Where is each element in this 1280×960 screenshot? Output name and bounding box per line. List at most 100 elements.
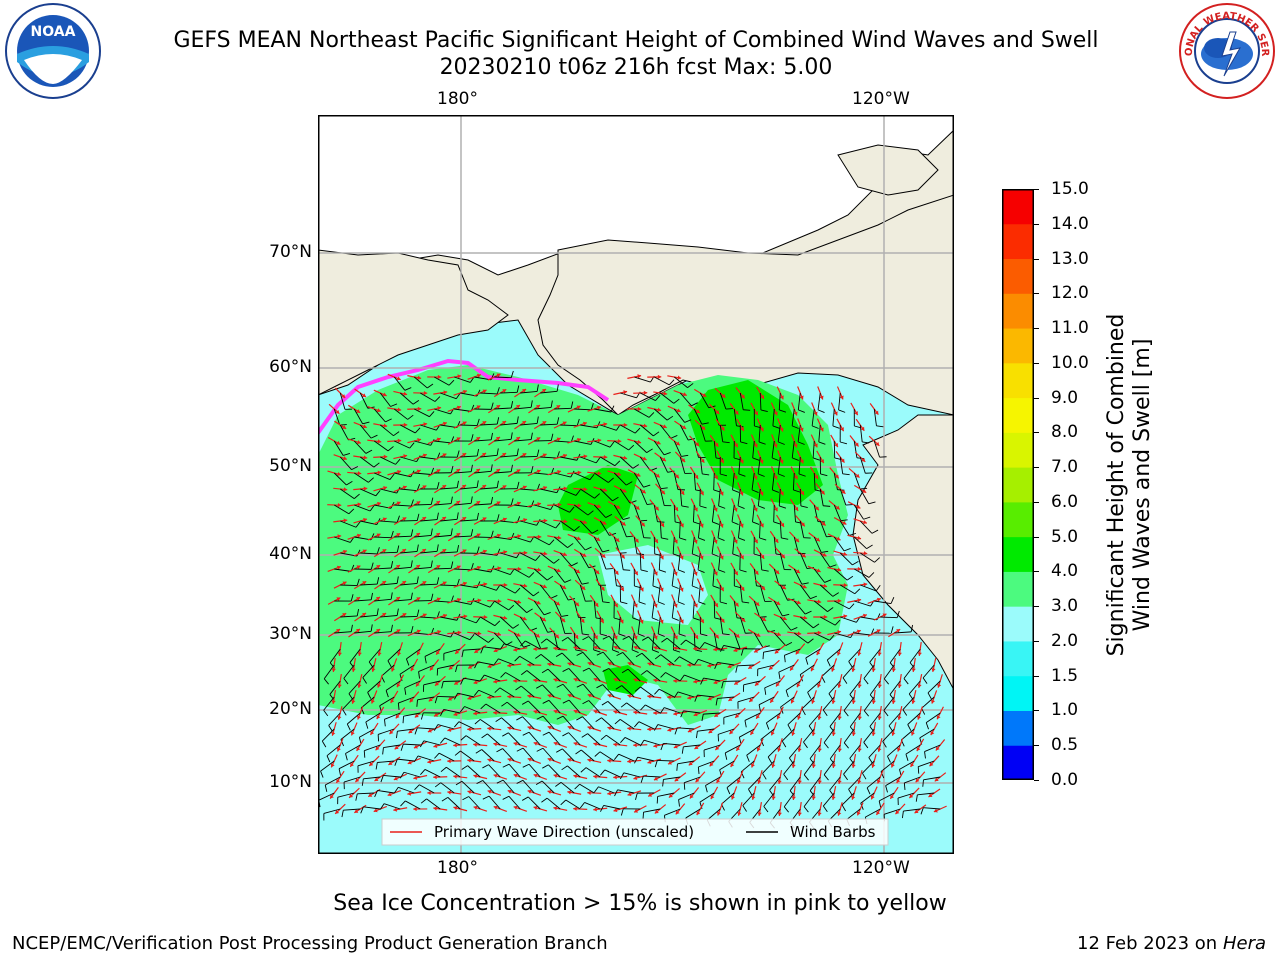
wind-barb xyxy=(457,692,475,698)
wind-barb xyxy=(849,712,861,728)
wind-barb xyxy=(848,648,861,662)
wave-direction-arrowhead xyxy=(917,715,922,720)
wind-barb xyxy=(473,632,489,643)
wave-direction-arrowhead xyxy=(397,407,402,412)
wind-barb-feather xyxy=(843,773,848,781)
wave-direction-arrowhead xyxy=(688,761,693,766)
wave-direction-arrowhead xyxy=(436,650,440,655)
wind-barb-feather xyxy=(722,441,730,444)
wind-barb xyxy=(399,664,415,675)
wind-barb xyxy=(460,519,478,522)
wind-barb-feather xyxy=(368,477,374,483)
wind-barb-feather xyxy=(778,441,785,445)
wind-barb-feather xyxy=(635,652,643,658)
wind-barb xyxy=(653,504,658,522)
wind-barb xyxy=(839,488,847,506)
wind-barb xyxy=(803,728,815,743)
wind-barb-feather xyxy=(420,712,424,720)
wind-barb xyxy=(763,648,781,653)
wind-barb-feather xyxy=(436,544,439,552)
wave-direction-arrowhead xyxy=(693,507,698,512)
wind-barb-feather xyxy=(470,434,474,442)
wind-barb xyxy=(360,696,375,709)
wind-barb xyxy=(863,696,875,712)
wave-direction-arrowhead xyxy=(682,392,687,397)
wind-barb xyxy=(733,600,738,618)
wave-direction-arrowhead xyxy=(797,748,802,752)
wind-barb xyxy=(821,664,835,677)
wave-direction-arrowhead xyxy=(342,581,347,586)
wave-direction-arrowhead xyxy=(614,603,618,608)
wave-direction-arrowhead xyxy=(476,469,481,473)
wave-direction-arrowhead xyxy=(427,728,432,733)
wave-direction-arrowhead xyxy=(777,812,782,816)
wind-barb xyxy=(519,584,534,597)
wind-barb xyxy=(740,760,755,773)
wind-barb xyxy=(393,376,406,391)
wave-direction-arrowhead xyxy=(573,806,577,811)
wave-direction-arrowhead xyxy=(637,406,642,412)
wave-direction-arrowhead xyxy=(387,792,392,797)
wind-barb-feather xyxy=(602,601,610,604)
wind-barb-feather xyxy=(536,449,540,457)
wave-direction-arrowhead xyxy=(720,618,725,623)
wave-direction-arrowhead xyxy=(354,809,359,813)
wave-direction-arrowhead xyxy=(615,537,620,542)
wind-barb xyxy=(542,684,555,698)
wind-barb-feather xyxy=(863,678,869,685)
wave-direction-arrowhead xyxy=(643,423,648,428)
wind-barb xyxy=(380,456,396,465)
wave-direction-arrowhead xyxy=(857,748,862,752)
wave-direction-arrowhead xyxy=(577,503,582,508)
wind-barb xyxy=(542,747,555,762)
wind-barb-feather xyxy=(469,633,475,640)
wave-direction-arrowhead xyxy=(862,613,867,618)
wind-barb xyxy=(691,568,695,586)
wind-barb-feather xyxy=(672,617,679,621)
wave-direction-arrowhead xyxy=(394,745,399,750)
wave-direction-arrowhead xyxy=(533,678,538,683)
wave-direction-arrowhead xyxy=(863,582,868,587)
wave-direction-arrowhead xyxy=(402,613,407,618)
wind-barb xyxy=(673,440,682,457)
wind-barb-feather xyxy=(910,624,914,632)
wave-direction-arrowhead xyxy=(337,652,342,656)
wind-barb xyxy=(719,760,735,771)
wave-direction-arrowhead xyxy=(875,441,880,446)
wind-barb-feather xyxy=(725,408,733,410)
wave-direction-arrowhead xyxy=(477,565,481,570)
wind-barb xyxy=(697,520,701,538)
wave-direction-arrowhead xyxy=(754,411,758,416)
wind-barb-feather xyxy=(698,601,706,605)
wind-barb xyxy=(600,424,617,431)
wave-direction-arrowhead xyxy=(482,421,487,425)
colorbar-tick-label: 14.0 xyxy=(1051,213,1089,234)
colorbar xyxy=(1002,189,1034,781)
wind-barb-feather xyxy=(602,635,610,640)
wave-direction-arrowhead xyxy=(741,617,746,622)
wind-barb-feather xyxy=(632,617,640,621)
wind-barb xyxy=(333,472,347,486)
wind-barb xyxy=(458,721,475,730)
wind-barb xyxy=(813,600,828,612)
wind-barb xyxy=(783,792,795,807)
wind-barb-feather xyxy=(712,521,720,525)
wind-barb xyxy=(772,408,775,426)
wave-direction-arrowhead xyxy=(575,602,580,607)
wind-barb xyxy=(833,504,842,521)
wind-barb-feather xyxy=(474,719,481,725)
wind-barb-feather xyxy=(416,544,419,552)
wind-barb-feather xyxy=(679,537,687,541)
wind-barb xyxy=(834,632,851,638)
wind-barb-feather xyxy=(699,802,703,809)
wave-direction-arrowhead xyxy=(433,775,437,780)
wind-barb xyxy=(520,520,537,526)
wave-direction-arrowhead xyxy=(567,757,572,762)
wind-barb xyxy=(560,456,578,461)
colorbar-tick-mark xyxy=(1034,780,1039,781)
wind-barb xyxy=(454,471,472,474)
wind-barb xyxy=(465,735,481,746)
wave-direction-arrowhead xyxy=(734,410,739,415)
wave-direction-arrowhead xyxy=(362,613,367,617)
wave-direction-arrowhead xyxy=(361,393,366,398)
